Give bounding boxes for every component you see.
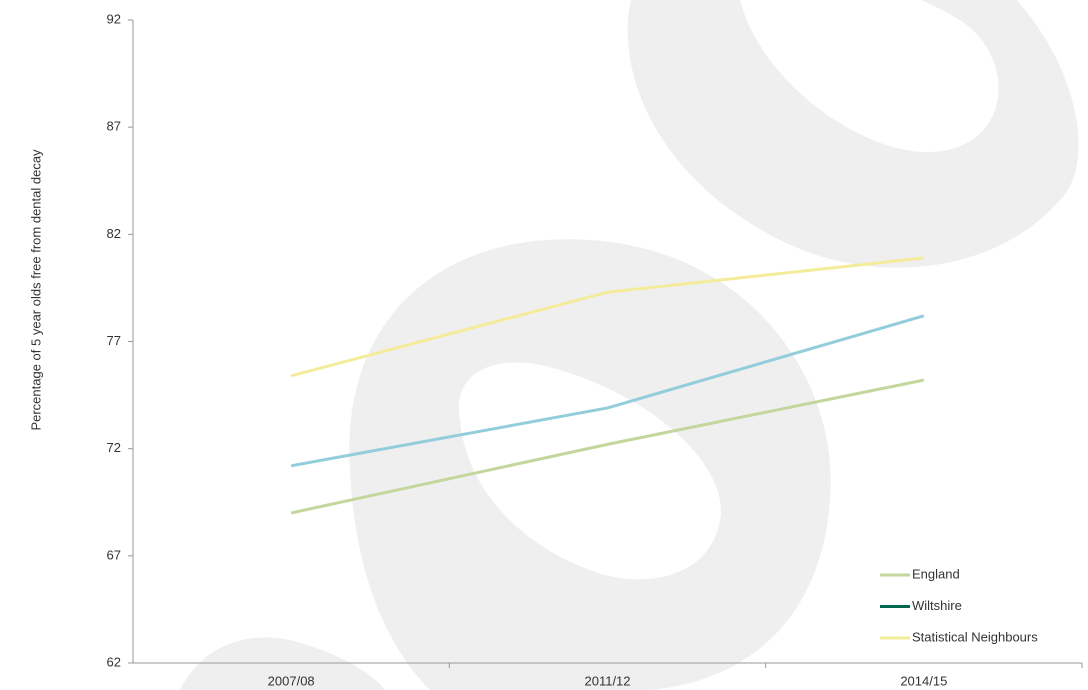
x-tick-label: 2007/08 (268, 673, 315, 688)
y-tick-label: 92 (107, 11, 121, 26)
legend-label: England (912, 566, 960, 581)
series-line (290, 256, 924, 378)
y-tick-label: 82 (107, 226, 121, 241)
series-line (290, 314, 925, 468)
y-tick-label: 72 (107, 440, 121, 455)
y-tick-label: 62 (107, 654, 121, 669)
legend-label: Wiltshire (912, 598, 962, 613)
y-tick-label: 77 (107, 333, 121, 348)
y-tick-label: 67 (107, 547, 121, 562)
series-line (290, 378, 925, 515)
x-tick-label: 2011/12 (584, 673, 630, 688)
y-tick-label: 87 (107, 119, 121, 134)
x-tick-label: 2014/15 (900, 673, 947, 688)
y-axis-label: Percentage of 5 year olds free from dent… (28, 149, 43, 431)
legend-label: Statistical Neighbours (912, 629, 1038, 644)
background-shapes (180, 0, 1079, 690)
